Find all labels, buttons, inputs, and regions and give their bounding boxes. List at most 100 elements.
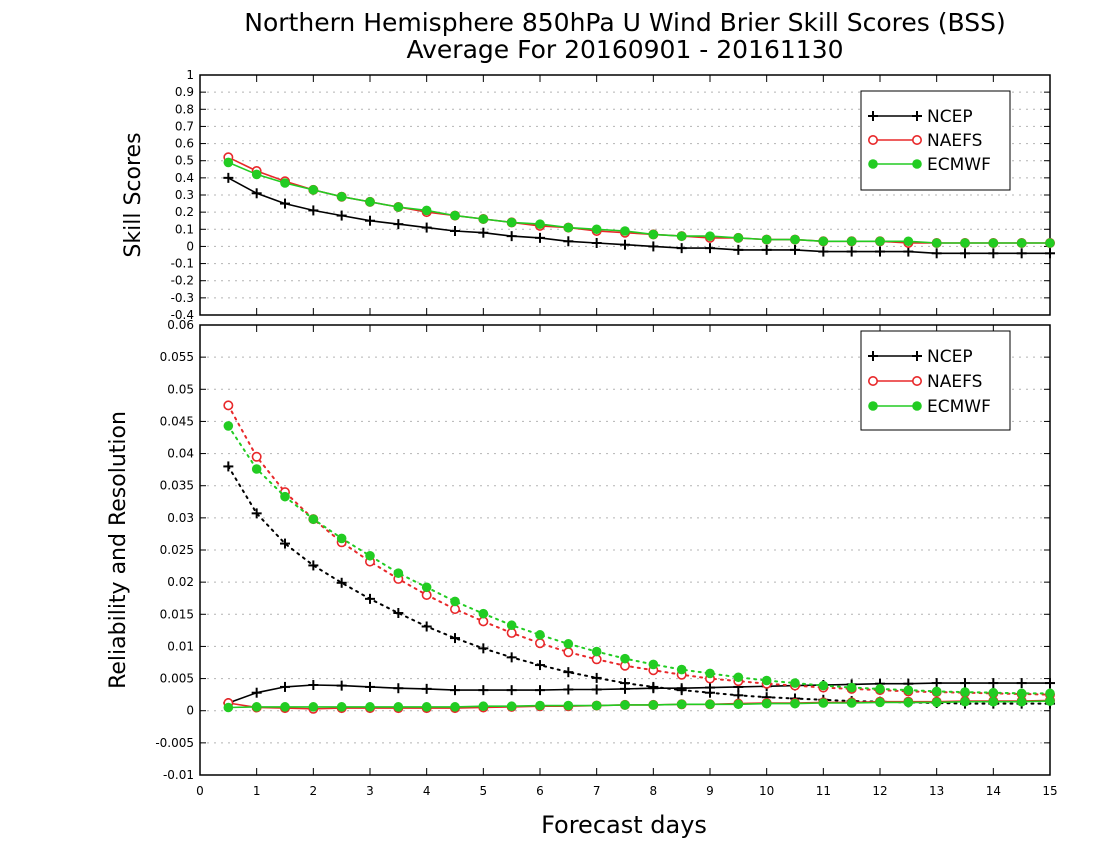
xtick-label: 15	[1042, 784, 1057, 798]
ytick-label: -0.1	[171, 257, 194, 271]
data-point	[733, 690, 744, 701]
data-point	[1045, 688, 1055, 699]
data-point	[591, 684, 602, 695]
legend-marker	[912, 159, 922, 169]
data-point	[308, 205, 319, 216]
data-point	[648, 659, 659, 670]
series-ncep	[223, 172, 1055, 259]
data-point	[875, 697, 885, 708]
data-point	[365, 681, 375, 692]
xtick-label: 8	[650, 784, 658, 798]
xtick-label: 5	[480, 784, 488, 798]
data-point	[648, 700, 659, 710]
xtick-label: 9	[706, 784, 714, 798]
data-point	[478, 643, 489, 654]
ytick-label: -0.005	[155, 736, 194, 750]
data-point	[648, 229, 659, 240]
data-point	[960, 678, 970, 689]
data-point	[251, 464, 262, 474]
data-point	[308, 680, 319, 690]
data-point	[960, 238, 970, 248]
xtick-label: 7	[593, 784, 601, 798]
data-point	[988, 696, 999, 707]
data-point	[903, 685, 914, 695]
data-point	[280, 702, 290, 712]
data-point	[620, 653, 630, 664]
legend-marker	[868, 159, 878, 169]
data-point	[931, 248, 942, 259]
data-point	[818, 246, 829, 257]
ytick-label: 0.015	[160, 607, 194, 621]
series-line	[227, 404, 1051, 696]
data-point	[223, 461, 234, 472]
legend-marker	[912, 111, 922, 121]
data-point	[733, 244, 744, 255]
data-point	[903, 246, 914, 257]
series-ncep-solid	[223, 678, 1055, 708]
data-point	[308, 185, 319, 195]
data-point	[393, 568, 404, 578]
data-point	[846, 246, 857, 257]
data-point	[393, 202, 404, 212]
data-point	[535, 685, 545, 696]
data-point	[393, 683, 404, 694]
data-point	[421, 222, 432, 233]
legend-item-ncep: NCEP	[868, 347, 973, 367]
ytick-label: 0.005	[160, 672, 194, 686]
ytick-label: 0.06	[167, 318, 194, 332]
data-point	[705, 668, 715, 679]
data-point	[988, 238, 999, 248]
data-point	[705, 231, 715, 241]
ytick-label: 0.02	[167, 575, 194, 589]
data-point	[790, 234, 800, 245]
data-point	[931, 686, 942, 697]
legend-label: NAEFS	[927, 131, 982, 151]
data-point	[506, 231, 517, 242]
data-point	[733, 672, 744, 683]
data-point	[336, 680, 347, 691]
data-point	[336, 702, 347, 712]
data-point	[450, 226, 460, 236]
ytick-label: -0.01	[163, 768, 194, 782]
series-line	[228, 700, 1051, 709]
legend-marker	[911, 375, 922, 386]
data-point	[450, 685, 460, 696]
ytick-label: 0.5	[175, 154, 194, 168]
data-point	[761, 244, 772, 255]
data-point	[648, 683, 659, 694]
data-point	[393, 702, 404, 712]
ytick-label: -0.2	[171, 274, 194, 288]
data-point	[875, 684, 885, 694]
data-point	[705, 243, 715, 254]
xtick-label: 2	[310, 784, 318, 798]
ytick-label: 0.025	[160, 543, 194, 557]
xtick-label: 13	[929, 784, 944, 798]
data-point	[563, 700, 574, 711]
legend-label: NCEP	[927, 347, 973, 367]
data-point	[1045, 696, 1055, 706]
data-point	[535, 630, 545, 640]
data-point	[365, 197, 375, 207]
legend-marker	[911, 135, 922, 146]
data-point	[931, 678, 942, 689]
ytick-label: 0.05	[167, 382, 194, 396]
data-point	[478, 701, 489, 712]
data-point	[251, 451, 262, 462]
data-point	[535, 232, 545, 243]
data-point	[1016, 688, 1027, 699]
data-point	[620, 239, 630, 250]
data-point	[534, 638, 545, 649]
legend-label: ECMWF	[927, 155, 991, 175]
ytick-label: -0.3	[171, 291, 194, 305]
series-line	[227, 424, 1051, 695]
data-point	[365, 593, 375, 604]
series-line	[228, 682, 1050, 704]
legend-label: NAEFS	[927, 372, 982, 392]
data-point	[223, 400, 234, 411]
data-point	[761, 675, 772, 686]
data-point	[648, 241, 659, 252]
ytick-label: 0.045	[160, 414, 194, 428]
ytick-label: 0.04	[167, 447, 194, 461]
ytick-label: 0.055	[160, 350, 194, 364]
data-point	[903, 697, 914, 708]
